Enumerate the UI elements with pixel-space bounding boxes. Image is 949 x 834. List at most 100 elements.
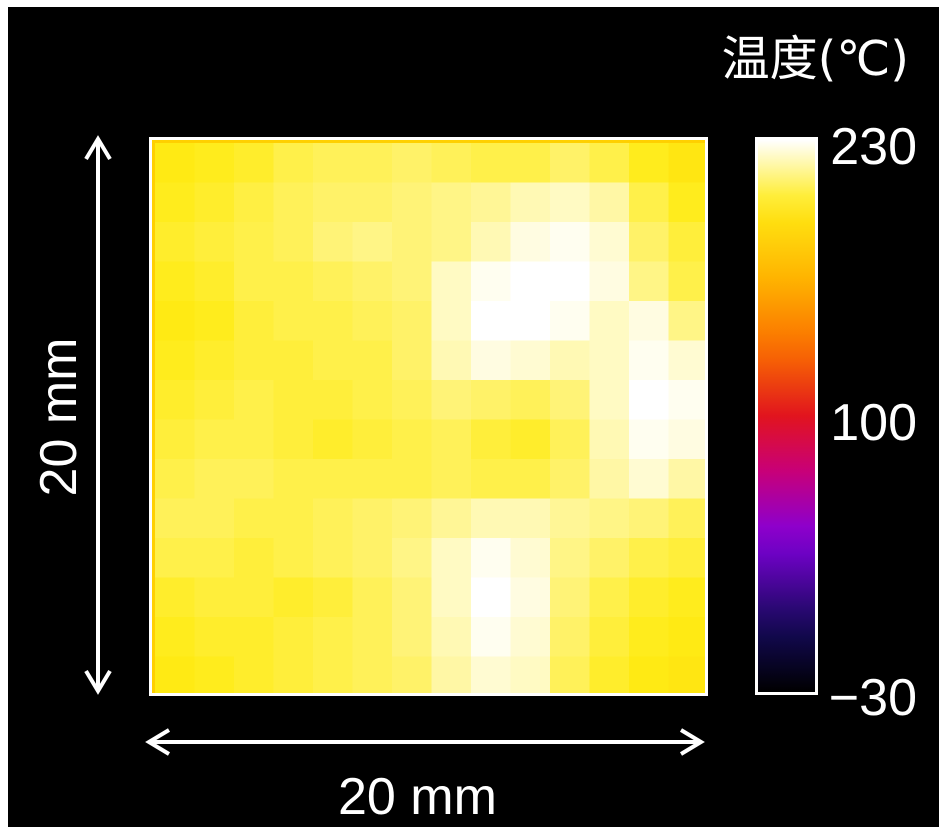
heatmap-cell	[510, 498, 551, 539]
colorbar	[755, 137, 818, 695]
heatmap-cell	[431, 577, 472, 618]
heatmap-cell	[431, 301, 472, 342]
heatmap-cell	[510, 538, 551, 579]
heatmap-cell	[629, 577, 670, 618]
heatmap-cell	[510, 340, 551, 381]
heatmap-cell	[313, 617, 354, 658]
heatmap-cell	[155, 538, 196, 579]
heatmap-cell	[273, 577, 314, 618]
heatmap-cell	[471, 222, 512, 263]
heatmap-cell	[194, 656, 235, 693]
heatmap-cell	[471, 498, 512, 539]
colorbar-tick-max: 230	[830, 118, 917, 176]
heatmap-cell	[510, 617, 551, 658]
heatmap-cell	[194, 538, 235, 579]
heatmap-cell	[471, 380, 512, 421]
heatmap-cell	[352, 538, 393, 579]
heatmap-cell	[471, 459, 512, 500]
heatmap-cell	[550, 380, 591, 421]
heatmap-cell	[194, 617, 235, 658]
heatmap-cell	[629, 459, 670, 500]
heatmap-cell	[668, 419, 705, 460]
heatmap-cell	[392, 143, 433, 184]
heatmap-cell	[471, 617, 512, 658]
heatmap-cell	[589, 301, 630, 342]
heatmap-cell	[352, 656, 393, 693]
colorbar-tick-mid: 100	[830, 394, 917, 452]
heatmap-cell	[471, 419, 512, 460]
heatmap-cell	[668, 261, 705, 302]
heatmap-cell	[194, 143, 235, 184]
heatmap-cell	[550, 419, 591, 460]
heatmap-cell	[431, 182, 472, 223]
heatmap-cell	[510, 261, 551, 302]
heatmap-cell	[194, 380, 235, 421]
heatmap-cell	[431, 222, 472, 263]
heatmap-cell	[155, 340, 196, 381]
heatmap-cell	[352, 498, 393, 539]
heatmap-cell	[431, 340, 472, 381]
heatmap-cell	[550, 222, 591, 263]
heatmap-cell	[352, 301, 393, 342]
heatmap-cell	[273, 656, 314, 693]
heatmap-cell	[392, 577, 433, 618]
heatmap-cell	[313, 538, 354, 579]
heatmap-plot-area	[149, 137, 708, 696]
heatmap-cell	[431, 538, 472, 579]
heatmap-cell	[550, 656, 591, 693]
figure-panel: 温度(℃) 230 100 −30 20 mm 20 mm	[8, 7, 939, 827]
colorbar-tick-min: −30	[828, 669, 917, 727]
heatmap-cell	[471, 143, 512, 184]
heatmap-cell	[313, 143, 354, 184]
heatmap-cell	[155, 459, 196, 500]
heatmap-cell	[234, 143, 275, 184]
heatmap-cell	[668, 340, 705, 381]
heatmap-cell	[155, 617, 196, 658]
heatmap-cell	[629, 380, 670, 421]
heatmap-cell	[471, 301, 512, 342]
heatmap-cell	[510, 459, 551, 500]
heatmap-cell	[273, 261, 314, 302]
heatmap-cell	[194, 222, 235, 263]
heatmap-cell	[273, 538, 314, 579]
heatmap-cell	[629, 261, 670, 302]
heatmap-cell	[194, 301, 235, 342]
heatmap-cell	[313, 656, 354, 693]
heatmap-cell	[392, 538, 433, 579]
heatmap-cell	[194, 419, 235, 460]
heatmap-cell	[194, 340, 235, 381]
heatmap-cell	[668, 182, 705, 223]
heatmap-cell	[471, 656, 512, 693]
heatmap-cell	[510, 380, 551, 421]
heatmap-cell	[668, 459, 705, 500]
heatmap-cell	[273, 380, 314, 421]
heatmap-cell	[431, 459, 472, 500]
y-axis-label: 20 mm	[30, 337, 88, 497]
heatmap-cell	[392, 498, 433, 539]
heatmap-cell	[273, 222, 314, 263]
heatmap-cell	[629, 222, 670, 263]
heatmap-cell	[234, 498, 275, 539]
heatmap-cell	[155, 656, 196, 693]
heatmap-cell	[510, 222, 551, 263]
x-axis-label: 20 mm	[338, 768, 497, 826]
heatmap-cell	[352, 340, 393, 381]
heatmap-cell	[629, 617, 670, 658]
heatmap-cell	[155, 380, 196, 421]
heatmap-cell	[668, 617, 705, 658]
heatmap-cell	[589, 577, 630, 618]
heatmap-cell	[550, 538, 591, 579]
heatmap-cell	[273, 340, 314, 381]
heatmap-cell	[155, 261, 196, 302]
heatmap-cell	[392, 617, 433, 658]
heatmap-cell	[589, 222, 630, 263]
heatmap-cell	[629, 419, 670, 460]
heatmap-cell	[668, 498, 705, 539]
heatmap-cell	[431, 656, 472, 693]
heatmap-cell	[313, 459, 354, 500]
heatmap-cell	[629, 182, 670, 223]
heatmap-cell	[431, 419, 472, 460]
heatmap-cell	[471, 182, 512, 223]
heatmap-cell	[234, 380, 275, 421]
heatmap-cell	[234, 340, 275, 381]
